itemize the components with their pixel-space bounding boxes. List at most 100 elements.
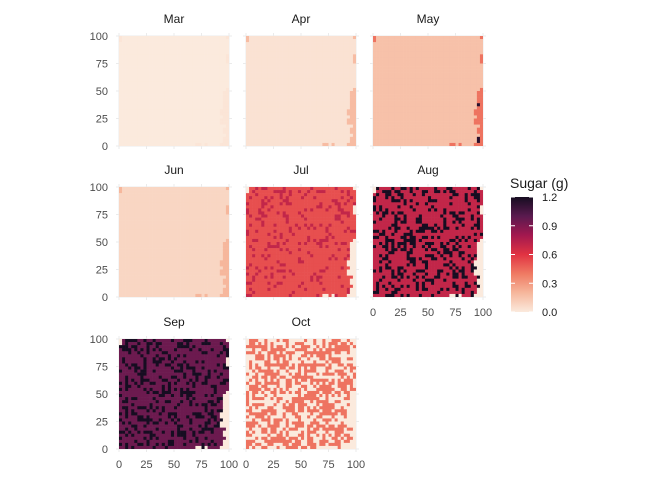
heatmap-cell	[195, 75, 199, 80]
heatmap-cell	[412, 97, 417, 101]
heatmap-cell	[252, 36, 256, 40]
heatmap-cell	[204, 202, 208, 206]
heatmap-cell	[170, 97, 175, 101]
heatmap-cell	[186, 235, 190, 240]
heatmap-cell	[337, 127, 342, 132]
heatmap-cell	[177, 257, 181, 261]
heatmap-cell	[288, 106, 293, 110]
heatmap-cell	[180, 205, 184, 209]
heatmap-cell	[394, 133, 398, 138]
heatmap-cell	[421, 81, 426, 86]
heatmap-cell	[443, 115, 447, 119]
heatmap-cell	[428, 75, 432, 80]
heatmap-cell	[128, 238, 132, 243]
heatmap-cell	[161, 69, 166, 73]
heatmap-cell	[186, 229, 190, 234]
heatmap-cell	[137, 133, 141, 138]
heatmap-cell	[304, 39, 308, 43]
heatmap-cell	[400, 103, 404, 107]
heatmap-cell	[391, 51, 395, 55]
heatmap-cell	[222, 94, 227, 98]
heatmap-cell	[128, 63, 132, 67]
heatmap-cell	[403, 142, 407, 146]
heatmap-cell	[443, 100, 447, 104]
heatmap-cell	[476, 78, 481, 83]
heatmap-cell	[388, 78, 392, 83]
heatmap-cell	[437, 48, 441, 52]
heatmap-cell	[249, 69, 253, 73]
heatmap-cell	[388, 112, 392, 116]
heatmap-cell	[476, 87, 481, 92]
heatmap-cell	[418, 54, 423, 58]
heatmap-cell	[376, 54, 380, 58]
heatmap-cell	[391, 54, 395, 58]
heatmap-cell	[222, 248, 227, 252]
heatmap-cell	[267, 97, 271, 101]
heatmap-cell	[424, 118, 429, 122]
heatmap-cell	[316, 81, 320, 86]
heatmap-cell	[167, 190, 172, 194]
heatmap-cell	[325, 100, 329, 104]
heatmap-cell	[131, 187, 135, 191]
heatmap-cell	[149, 66, 153, 70]
heatmap-cell	[328, 57, 332, 61]
heatmap-cell	[467, 69, 472, 73]
heatmap-cell	[161, 226, 166, 231]
heatmap-cell	[261, 124, 265, 128]
heatmap-cell	[183, 232, 187, 237]
heatmap-cell	[195, 190, 199, 194]
heatmap-cell	[210, 60, 215, 64]
heatmap-cell	[431, 136, 435, 141]
heatmap-cell	[346, 118, 351, 122]
heatmap-cell	[376, 36, 380, 40]
heatmap-cell	[273, 84, 277, 89]
heatmap-cell	[252, 63, 256, 67]
heatmap-cell	[379, 45, 383, 49]
heatmap-cell	[282, 94, 287, 98]
heatmap-cell	[158, 109, 163, 113]
heatmap-cell	[180, 72, 184, 77]
heatmap-cell	[164, 127, 169, 132]
heatmap-cell	[346, 130, 351, 135]
heatmap-cell	[288, 109, 293, 113]
heatmap-cell	[174, 124, 178, 128]
heatmap-cell	[122, 115, 126, 119]
heatmap-cell	[434, 72, 438, 77]
heatmap-cell	[155, 196, 160, 200]
heatmap-cell	[189, 251, 193, 255]
heatmap-cell	[149, 202, 153, 206]
heatmap-cell	[304, 84, 308, 89]
heatmap-cell	[470, 48, 475, 52]
heatmap-cell	[167, 266, 172, 270]
heatmap-cell	[279, 130, 283, 135]
heatmap-cell	[379, 78, 383, 83]
heatmap-cell	[288, 139, 293, 144]
heatmap-cell	[264, 39, 268, 43]
heatmap-cell	[170, 112, 175, 116]
heatmap-cell	[334, 48, 338, 52]
heatmap-cell	[246, 72, 250, 77]
heatmap-cell	[258, 72, 262, 77]
heatmap-cell	[388, 69, 392, 73]
heatmap-cell	[122, 266, 126, 270]
heatmap-cell	[464, 106, 469, 110]
heatmap-cell	[146, 97, 150, 101]
heatmap-cell	[291, 103, 296, 107]
heatmap-cell	[397, 112, 401, 116]
heatmap-cell	[180, 232, 184, 237]
heatmap-cell	[400, 127, 404, 132]
heatmap-cell	[458, 81, 462, 86]
heatmap-cell	[201, 91, 205, 95]
heatmap-cell	[149, 214, 153, 218]
heatmap-cell	[255, 78, 259, 83]
heatmap-cell	[388, 130, 392, 135]
heatmap-cell	[394, 54, 398, 58]
heatmap-cell	[310, 66, 314, 70]
heatmap-cell	[161, 127, 166, 132]
heatmap-cell	[122, 202, 126, 206]
heatmap-cell	[261, 84, 265, 89]
heatmap-cell	[409, 51, 414, 55]
heatmap-cell	[149, 72, 153, 77]
heatmap-cell	[340, 139, 345, 144]
heatmap-cell	[424, 124, 429, 128]
